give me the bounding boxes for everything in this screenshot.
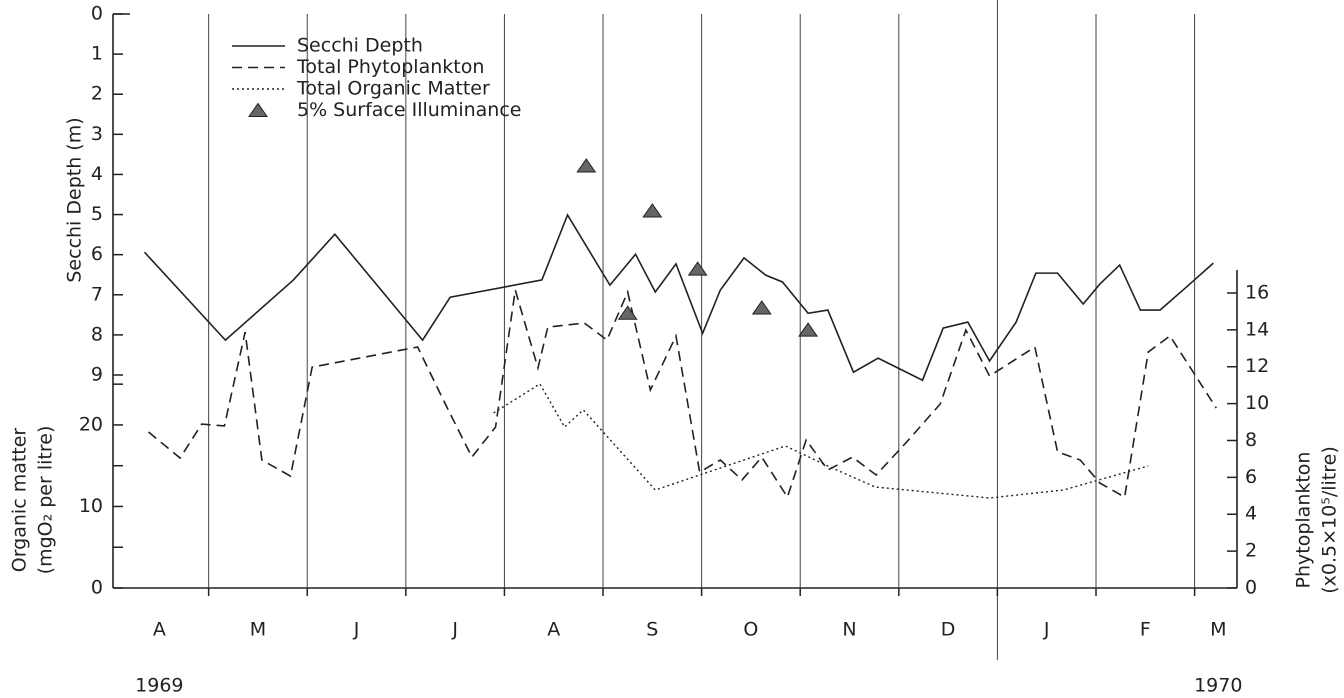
y2-tick-label: 6 [1245,466,1257,488]
x-tick-label: D [941,619,956,641]
y-tick-label: 8 [91,323,103,345]
y-axis-label: Secchi Depth (m) [64,117,86,282]
x-tick-label: O [743,619,758,641]
y3-axis-label: (mgO₂ per litre) [35,426,57,575]
y3-tick-label: 0 [91,577,103,599]
x-tick-label: S [646,619,658,641]
y2-tick-label: 2 [1245,540,1257,562]
y-tick-label: 0 [91,3,103,25]
y-tick-label: 3 [91,123,103,145]
y-tick-label: 2 [91,83,103,105]
legend-label: 5% Surface Illuminance [297,99,521,121]
legend-label: Total Organic Matter [296,78,490,100]
year-label: 1970 [1194,675,1242,697]
y-tick-label: 4 [91,163,103,185]
illuminance-marker [576,158,597,173]
y2-tick-label: 12 [1245,355,1269,377]
y3-tick-label: 10 [79,495,103,517]
x-tick-label: J [353,619,360,641]
y2-tick-label: 14 [1245,318,1269,340]
y2-axis-label: (x0.5×10⁵/litre) [1319,446,1341,594]
y2-tick-label: 10 [1245,392,1269,414]
y3-axis-label: Organic matter [9,428,31,573]
y-tick-label: 5 [91,203,103,225]
x-tick-label: A [153,619,166,641]
x-tick-label: F [1140,619,1151,641]
axis-frame [112,13,1238,589]
y2-tick-label: 0 [1245,577,1257,599]
illuminance-marker [642,203,663,218]
series-line [493,382,1149,499]
y-tick-label: 6 [91,243,103,265]
year-label: 1969 [135,675,183,697]
series-line [143,213,1214,382]
series-line [147,289,1217,499]
legend-label: Total Phytoplankton [296,56,484,78]
y3-tick-label: 20 [79,413,103,435]
illuminance-marker [798,322,819,337]
y2-axis-label: Phytoplankton [1293,452,1315,589]
x-tick-label: J [1043,619,1050,641]
y-tick-label: 1 [91,43,103,65]
x-tick-label: M [250,619,266,641]
legend-label: Secchi Depth [297,35,423,57]
y-tick-label: 9 [91,364,103,386]
y-tick-label: 7 [91,283,103,305]
legend-marker [248,102,268,117]
y2-tick-label: 16 [1245,281,1269,303]
x-tick-label: J [451,619,458,641]
illuminance-marker [617,305,638,320]
illuminance-marker [751,300,772,315]
y2-tick-label: 8 [1245,429,1257,451]
x-tick-label: M [1210,619,1226,641]
y2-tick-label: 4 [1245,503,1257,525]
x-tick-label: N [842,619,856,641]
x-tick-label: A [547,619,560,641]
illuminance-marker [687,261,708,276]
